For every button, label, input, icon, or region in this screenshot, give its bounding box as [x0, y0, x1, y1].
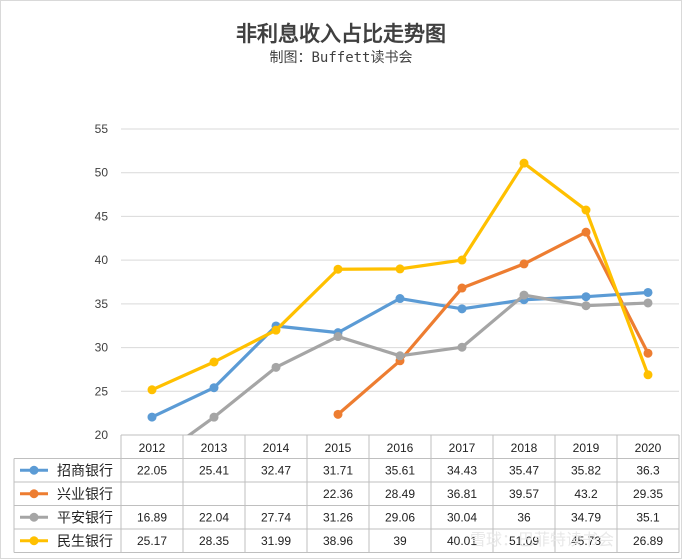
x-tick-label: 2013 — [201, 441, 228, 455]
y-tick-label: 30 — [95, 341, 109, 355]
data-point — [457, 304, 467, 314]
x-tick-label: 2018 — [511, 441, 538, 455]
data-point — [147, 412, 157, 422]
legend-label: 兴业银行 — [57, 487, 113, 503]
data-label: 27.74 — [261, 510, 291, 524]
data-label: 28.49 — [385, 487, 415, 501]
x-tick-label: 2017 — [449, 441, 476, 455]
y-tick-label: 55 — [95, 122, 109, 136]
data-label: 31.26 — [323, 510, 353, 524]
data-point — [643, 298, 653, 308]
data-label: 35.1 — [636, 510, 660, 524]
data-point — [581, 205, 591, 215]
data-point — [209, 357, 219, 367]
data-label: 51.09 — [509, 534, 539, 548]
y-tick-label: 40 — [95, 253, 109, 267]
series-line — [336, 230, 650, 416]
data-label: 35.61 — [385, 463, 415, 477]
data-label: 39.57 — [509, 487, 539, 501]
data-point — [333, 409, 343, 419]
data-label: 28.35 — [199, 534, 229, 548]
data-point — [457, 255, 467, 265]
data-label: 22.04 — [199, 510, 229, 524]
data-point — [395, 294, 405, 304]
data-label: 25.41 — [199, 463, 229, 477]
data-point — [395, 264, 405, 274]
data-label: 36 — [517, 510, 531, 524]
data-label: 31.99 — [261, 534, 291, 548]
data-point — [333, 264, 343, 274]
series-lines — [147, 158, 653, 435]
data-point — [271, 325, 281, 335]
data-label: 30.04 — [447, 510, 477, 524]
y-tick-label: 20 — [95, 428, 109, 442]
legend-key-marker — [29, 465, 39, 475]
data-label: 34.79 — [571, 510, 601, 524]
data-label: 16.89 — [137, 510, 167, 524]
data-point — [643, 348, 653, 358]
watermark-text: 雪球：巴菲特读书会 — [470, 530, 615, 549]
data-label: 38.96 — [323, 534, 353, 548]
legend-key-marker — [29, 536, 39, 546]
legend-label: 平安银行 — [57, 510, 113, 526]
data-label: 39 — [393, 534, 407, 548]
y-axis: 20 25 30 35 40 45 50 55 — [95, 122, 109, 442]
x-tick-label: 2019 — [573, 441, 600, 455]
data-point — [271, 362, 281, 372]
data-label: 40.01 — [447, 534, 477, 548]
data-point — [519, 158, 529, 168]
data-label: 43.2 — [574, 487, 598, 501]
data-label: 29.35 — [633, 487, 663, 501]
data-label: 32.47 — [261, 463, 291, 477]
x-tick-label: 2012 — [139, 441, 166, 455]
legend-key-marker — [29, 512, 39, 522]
data-point — [581, 301, 591, 311]
data-point — [581, 292, 591, 302]
data-point — [643, 370, 653, 380]
data-label: 36.81 — [447, 487, 477, 501]
data-point — [519, 290, 529, 300]
y-tick-label: 35 — [95, 297, 109, 311]
data-label: 35.47 — [509, 463, 539, 477]
series-group — [147, 287, 653, 422]
data-point — [457, 283, 467, 293]
series-group — [186, 290, 653, 435]
x-tick-label: 2020 — [635, 441, 662, 455]
data-label: 45.73 — [571, 534, 601, 548]
data-label: 29.06 — [385, 510, 415, 524]
chart-subtitle: 制图：Buffett读书会 — [269, 50, 413, 66]
data-label: 35.82 — [571, 463, 601, 477]
data-point — [209, 412, 219, 422]
x-tick-label: 2015 — [325, 441, 352, 455]
data-point — [643, 287, 653, 297]
chart-title: 非利息收入占比走势图 — [236, 22, 446, 46]
data-label: 22.05 — [137, 463, 167, 477]
legend-label: 招商银行 — [57, 463, 113, 479]
legend-label: 民生银行 — [57, 534, 113, 550]
x-tick-label: 2014 — [263, 441, 290, 455]
x-tick-label: 2016 — [387, 441, 414, 455]
data-table: 2012 2013 2014 2015 2016 2017 2018 2019 2020 招商银行… — [13, 434, 680, 553]
y-tick-label: 50 — [95, 166, 109, 180]
data-label: 22.36 — [323, 487, 353, 501]
data-label: 36.3 — [636, 463, 660, 477]
legend-key-marker — [29, 489, 39, 499]
data-point — [333, 332, 343, 342]
data-point — [147, 385, 157, 395]
series-line — [186, 293, 650, 435]
data-label: 34.43 — [447, 463, 477, 477]
series-group — [147, 158, 653, 395]
data-point — [581, 227, 591, 237]
data-point — [395, 351, 405, 361]
y-tick-label: 45 — [95, 209, 109, 223]
y-tick-label: 25 — [95, 384, 109, 398]
data-label: 25.17 — [137, 534, 167, 548]
data-label: 26.89 — [633, 534, 663, 548]
data-point — [209, 383, 219, 393]
data-label: 31.71 — [323, 463, 353, 477]
gridlines — [121, 128, 679, 436]
data-point — [519, 259, 529, 269]
data-point — [457, 342, 467, 352]
